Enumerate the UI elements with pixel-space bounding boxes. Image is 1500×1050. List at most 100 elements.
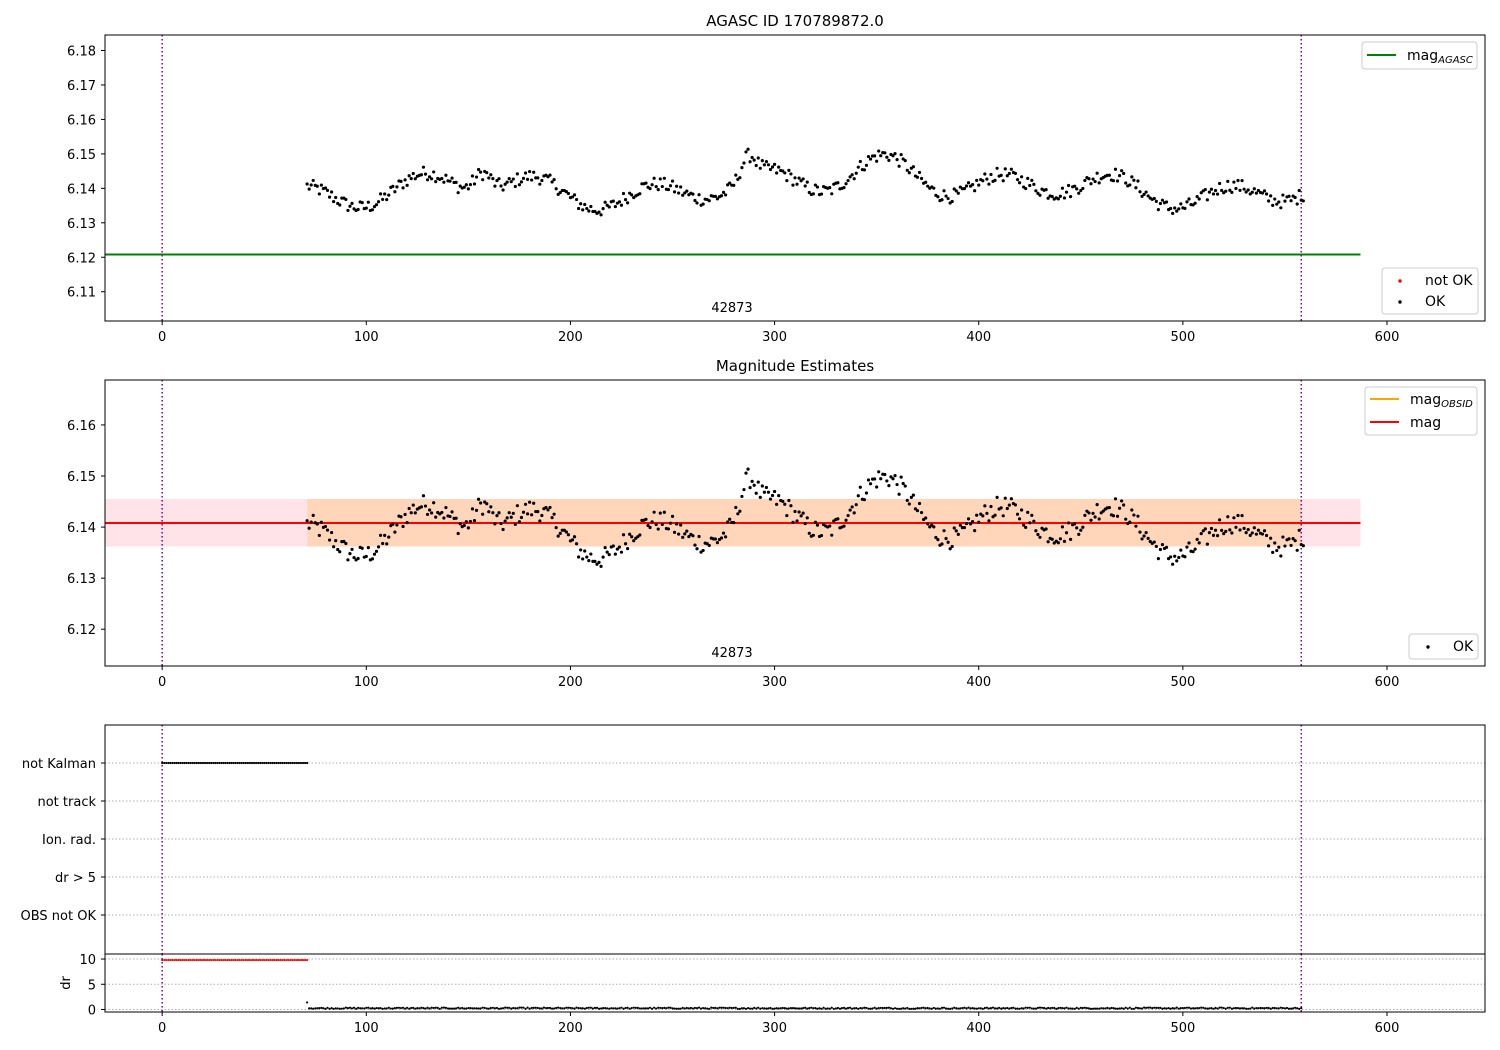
ok-point xyxy=(1273,197,1277,201)
x-tick-label: 0 xyxy=(158,675,166,690)
flag-point xyxy=(193,761,196,765)
dr-point xyxy=(257,958,260,962)
ok-point xyxy=(723,535,728,539)
ok-point xyxy=(1138,190,1142,194)
dr-point xyxy=(1022,1007,1025,1010)
ok-point xyxy=(383,192,387,196)
y-tick-label: 6.15 xyxy=(67,148,96,163)
flag-point xyxy=(263,761,266,765)
ok-point xyxy=(936,538,940,542)
ok-point xyxy=(572,193,577,197)
dr-point xyxy=(1269,1007,1272,1010)
dr-point xyxy=(226,958,229,962)
dr-point xyxy=(1049,1007,1052,1010)
dr-point xyxy=(1204,1007,1207,1010)
dr-point xyxy=(1294,1006,1297,1009)
dr-point xyxy=(1181,1006,1184,1010)
dr-point xyxy=(1153,1006,1156,1009)
dr-point xyxy=(1134,1006,1138,1009)
dr-point xyxy=(381,1007,384,1010)
ok-point xyxy=(1066,521,1071,525)
panel2-legend-bottom: OK xyxy=(1408,633,1479,660)
ok-point xyxy=(1050,537,1054,541)
ok-point xyxy=(309,520,313,524)
ok-point xyxy=(707,199,711,203)
ok-point xyxy=(1195,537,1199,541)
ok-point xyxy=(856,494,860,498)
ok-point xyxy=(805,180,809,184)
dr-point xyxy=(434,1006,437,1009)
ok-point xyxy=(1232,180,1236,184)
ok-point xyxy=(470,174,475,178)
dr-point xyxy=(310,1007,313,1010)
ok-point xyxy=(748,160,752,164)
ok-point xyxy=(1062,539,1067,543)
flag-point xyxy=(212,761,215,765)
ok-point xyxy=(1269,536,1273,540)
dr-point xyxy=(1083,1006,1086,1009)
ok-point xyxy=(1179,548,1183,552)
dr-point xyxy=(963,1006,966,1009)
dr-point xyxy=(771,1007,774,1010)
dr-point xyxy=(187,958,190,962)
ok-point xyxy=(1242,187,1246,191)
ok-point xyxy=(942,189,946,193)
ok-point xyxy=(768,497,773,501)
dr-point xyxy=(397,1006,401,1009)
ok-point xyxy=(936,195,940,199)
ok-point xyxy=(650,183,654,187)
ok-point xyxy=(376,200,381,204)
dr-point xyxy=(1065,1006,1068,1009)
dr-point xyxy=(212,958,215,962)
ok-point xyxy=(1224,189,1228,193)
dr-point xyxy=(636,1006,639,1009)
ok-point xyxy=(971,182,975,187)
ok-point xyxy=(597,560,601,564)
dr-point xyxy=(171,958,174,962)
ok-point xyxy=(1087,177,1091,181)
ok-point xyxy=(787,168,791,173)
ok-point xyxy=(456,191,460,195)
ok-point xyxy=(607,553,611,557)
dr-point xyxy=(1081,1006,1084,1010)
y-tick-label: 6.16 xyxy=(67,113,96,128)
dr-point xyxy=(387,1006,390,1009)
ok-point xyxy=(517,183,522,187)
ok-point xyxy=(507,177,511,181)
ok-point xyxy=(801,177,805,181)
ok-point xyxy=(1230,531,1234,535)
panel2-annotation: 42873 xyxy=(711,646,752,661)
ok-point xyxy=(1152,196,1156,201)
ok-point xyxy=(499,184,503,188)
ok-point xyxy=(585,206,589,211)
dr-point xyxy=(1200,1006,1203,1009)
dr-point xyxy=(214,958,217,962)
ok-point xyxy=(985,177,989,181)
dr-point xyxy=(1183,1006,1187,1010)
dr-point xyxy=(1218,1006,1221,1009)
ok-point xyxy=(797,510,801,514)
dr-point xyxy=(1220,1006,1223,1009)
ok-point xyxy=(813,520,818,524)
ok-point xyxy=(442,180,446,184)
dr-point xyxy=(285,958,288,962)
dr-point xyxy=(738,1007,741,1010)
ok-point xyxy=(1248,533,1252,537)
ok-point xyxy=(842,524,846,528)
ok-point xyxy=(844,518,848,522)
ok-point xyxy=(934,535,938,540)
dr-point xyxy=(557,1006,560,1009)
ok-point xyxy=(793,176,797,180)
ok-point xyxy=(632,539,636,543)
ok-point xyxy=(734,173,738,177)
ok-point xyxy=(1295,548,1299,552)
ok-point xyxy=(983,172,987,176)
ok-point xyxy=(346,558,350,562)
ok-point xyxy=(1197,197,1201,201)
ok-point xyxy=(962,187,967,191)
ok-point xyxy=(1203,187,1207,192)
dr-point xyxy=(989,1007,993,1010)
dr-point xyxy=(465,1007,468,1010)
dr-point xyxy=(891,1007,895,1010)
